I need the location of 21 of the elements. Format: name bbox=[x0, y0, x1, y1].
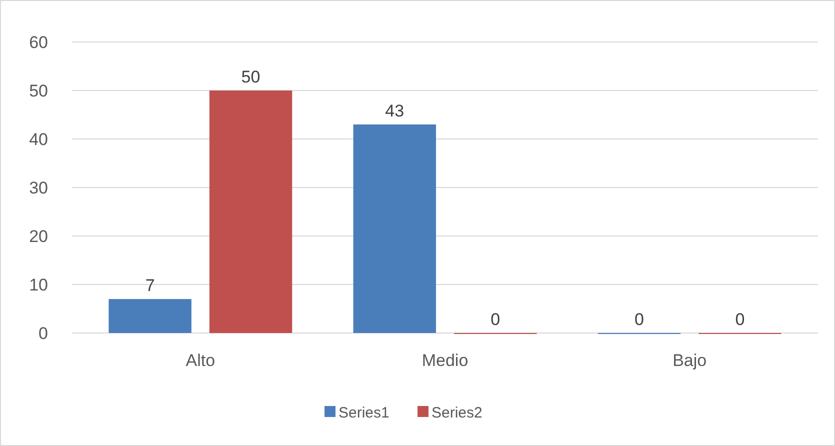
legend-label: Series2 bbox=[432, 404, 482, 422]
y-tick-label: 0 bbox=[38, 324, 48, 343]
data-label: 0 bbox=[735, 310, 745, 329]
data-label: 43 bbox=[385, 101, 404, 120]
x-tick-label: Bajo bbox=[672, 351, 707, 370]
y-tick-label: 60 bbox=[29, 32, 48, 52]
bar bbox=[108, 299, 192, 333]
legend-label: Series1 bbox=[338, 404, 390, 422]
data-label: 0 bbox=[634, 310, 644, 329]
data-label: 0 bbox=[490, 310, 500, 329]
x-tick-label: Medio bbox=[422, 351, 468, 370]
data-label: 50 bbox=[241, 68, 260, 86]
y-tick-label: 40 bbox=[29, 130, 48, 149]
y-tick-label: 30 bbox=[29, 178, 48, 198]
y-tick-label: 20 bbox=[29, 226, 48, 246]
bar bbox=[353, 124, 436, 333]
x-tick-label: Alto bbox=[186, 351, 216, 370]
data-label: 7 bbox=[145, 276, 155, 296]
y-tick-label: 50 bbox=[29, 81, 48, 100]
bar bbox=[209, 90, 292, 333]
y-tick-label: 10 bbox=[29, 275, 48, 294]
